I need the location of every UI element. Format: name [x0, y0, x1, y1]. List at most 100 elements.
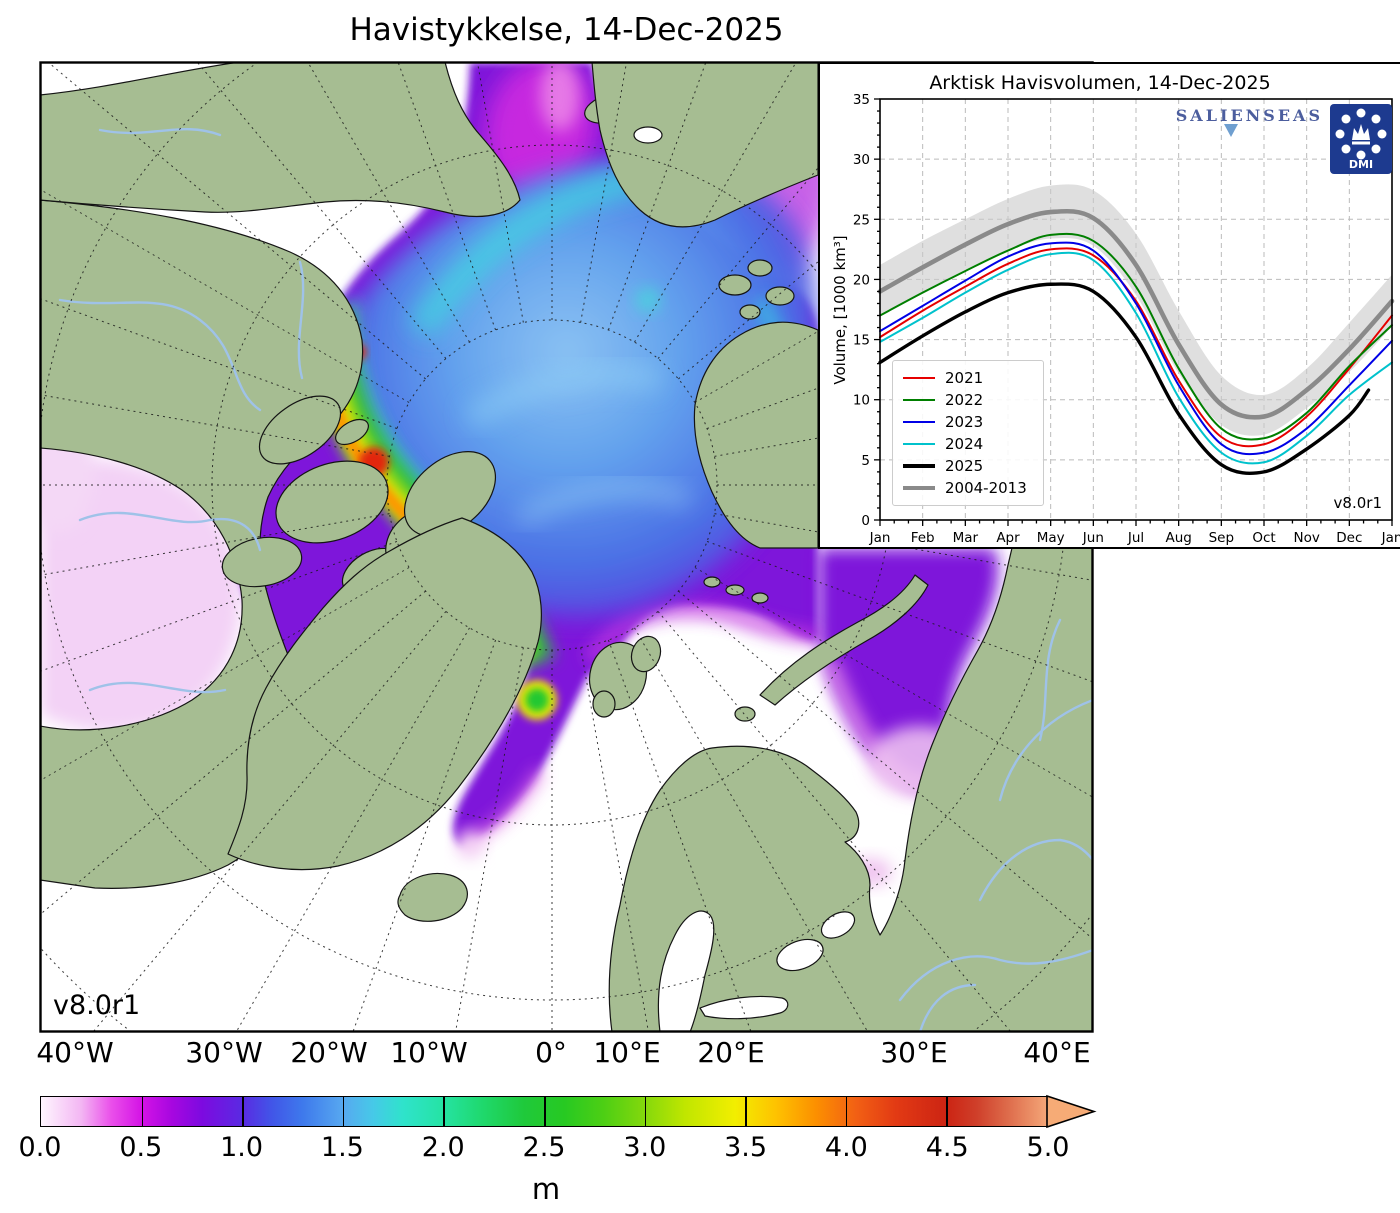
- colorbar-tick-label: 4.0: [824, 1132, 868, 1163]
- series-2024-line: [879, 251, 1393, 465]
- map-version-label: v8.0r1: [53, 990, 141, 1021]
- lake: [820, 911, 856, 939]
- colorbar-tick-label: 4.5: [925, 1132, 969, 1163]
- legend-swatch: [903, 464, 935, 468]
- chart-x-tick-label: Oct: [1252, 530, 1275, 546]
- legend-label: 2004-2013: [945, 479, 1027, 497]
- chart-y-tick-label: 15: [853, 333, 870, 349]
- map-longitude-label: 30°W: [185, 1036, 263, 1069]
- island: [221, 536, 303, 588]
- chart-x-tick-label: Sep: [1209, 530, 1234, 546]
- dmi-logo-text: DMI: [1349, 158, 1373, 171]
- map-longitude-label: 0°: [535, 1036, 567, 1069]
- colorbar-tick-label: 2.0: [421, 1132, 465, 1163]
- legend-item-2023: 2023: [903, 411, 1043, 433]
- colorbar-tick: [946, 1097, 948, 1126]
- island: [275, 460, 389, 544]
- chart-y-axis-label: Volume, [1000 km³]: [831, 235, 849, 385]
- colorbar-tick: [544, 1097, 546, 1126]
- colorbar-tick: [141, 1097, 144, 1126]
- chart-title: Arktisk Havisvolumen, 14-Dec-2025: [929, 72, 1271, 94]
- island-ellesmere: [403, 451, 497, 537]
- band-2004-2013: [880, 184, 1392, 436]
- lake: [776, 938, 824, 972]
- colorbar-tick: [745, 1097, 747, 1126]
- map-longitude-label: 30°E: [880, 1036, 948, 1069]
- chart-version-label: v8.0r1: [1333, 494, 1382, 512]
- colorbar-arrow: [1046, 1094, 1097, 1129]
- series-2023-line: [879, 241, 1393, 456]
- map-longitude-label: 40°W: [36, 1036, 114, 1069]
- colorbar-tick: [242, 1097, 244, 1126]
- land-east-siberia: [591, 63, 819, 228]
- chart-y-tick-label: 10: [853, 393, 870, 409]
- legend-swatch: [903, 377, 935, 379]
- colorbar-tick-label: 1.5: [320, 1132, 364, 1163]
- legend-label: 2023: [945, 413, 984, 431]
- chart-legend: 2021 2022 2023 2024 2025 2004-2013: [892, 360, 1044, 506]
- chart-x-tick-label: Apr: [996, 530, 1020, 546]
- series-2021-line: [879, 247, 1393, 448]
- legend-item-2022: 2022: [903, 389, 1043, 411]
- chart-x-tick-label: Jan: [869, 530, 891, 546]
- lake: [633, 126, 663, 144]
- series-2025-line: [878, 282, 1371, 475]
- colorbar-tick-label: 3.0: [623, 1132, 667, 1163]
- land-iceland: [397, 872, 468, 922]
- colorbar-tick-label: 0.0: [18, 1132, 62, 1163]
- chart-y-tick-label: 25: [853, 212, 870, 228]
- legend-item-2024: 2024: [903, 433, 1043, 455]
- colorbar-tick-label: 5.0: [1026, 1132, 1070, 1163]
- colorbar-tick-label: 2.5: [522, 1132, 566, 1163]
- colorbar-tick-labels: 0.0 0.5 1.0 1.5 2.0 2.5 3.0 3.5 4.0 4.5 5.0: [0, 1132, 1130, 1168]
- island: [335, 418, 369, 446]
- page-title: Havistykkelse, 14-Dec-2025: [349, 12, 784, 48]
- colorbar-tick: [443, 1097, 445, 1126]
- colorbar-tick-label: 3.5: [724, 1132, 768, 1163]
- map-longitude-label: 10°W: [390, 1036, 468, 1069]
- landmasses: [41, 63, 1092, 1031]
- chart-x-tick-label: Jan: [1381, 530, 1400, 546]
- map-longitude-label: 20°W: [290, 1036, 368, 1069]
- chart-x-tick-label: Feb: [911, 530, 935, 546]
- map-longitude-labels: 40°W 30°W 20°W 10°W 0° 10°E 20°E 30°E 40°E: [0, 1036, 1130, 1072]
- chart-x-tick-label: May: [1037, 530, 1065, 546]
- chart-x-tick-label: Mar: [953, 530, 979, 546]
- dmi-logo: DMI: [1330, 104, 1392, 174]
- land-novaya-zemlya: [759, 574, 929, 706]
- chart-x-tick-label: Nov: [1293, 530, 1319, 546]
- chart-x-tick-label: Dec: [1336, 530, 1362, 546]
- legend-swatch: [903, 421, 935, 423]
- water-baltic: [657, 910, 715, 1031]
- land-scandinavia-russia: [608, 547, 1092, 1031]
- colorbar-tick-label: 0.5: [119, 1132, 163, 1163]
- legend-swatch: [903, 485, 935, 491]
- map-longitude-label: 10°E: [593, 1036, 661, 1069]
- volume-chart: Jan Feb Mar Apr May Jun Jul Aug Sep Oct Nov Dec Jan0…: [853, 92, 1400, 546]
- chart-y-tick-label: 0: [861, 513, 870, 529]
- legend-label: 2022: [945, 391, 984, 409]
- legend-item-2021: 2021: [903, 367, 1043, 389]
- legend-label: 2021: [945, 369, 984, 387]
- water-gulf-finland: [699, 995, 789, 1020]
- salienseas-mark-icon: [1224, 124, 1238, 137]
- chart-y-tick-label: 35: [853, 92, 870, 108]
- colorbar-tick: [342, 1097, 345, 1126]
- legend-item-2025: 2025: [903, 455, 1043, 477]
- colorbar-tick: [644, 1097, 647, 1126]
- map-longitude-label: 40°E: [1023, 1036, 1091, 1069]
- legend-label: 2025: [945, 457, 984, 475]
- chart-x-tick-label: Aug: [1165, 530, 1191, 546]
- legend-swatch: [903, 443, 935, 445]
- land-greenland: [227, 517, 542, 871]
- series-2022-line: [879, 232, 1393, 441]
- chart-ticks: [874, 98, 1393, 526]
- land-taymyr: [693, 321, 819, 549]
- salienseas-logo: SALIENSEAS: [1175, 106, 1323, 125]
- chart-y-tick-label: 20: [853, 272, 870, 288]
- land-alaska-chukotka: [41, 63, 521, 218]
- series-2004-2013-line: [877, 208, 1395, 420]
- island: [258, 395, 342, 465]
- legend-label: 2024: [945, 435, 984, 453]
- crown-icon: [1352, 124, 1370, 140]
